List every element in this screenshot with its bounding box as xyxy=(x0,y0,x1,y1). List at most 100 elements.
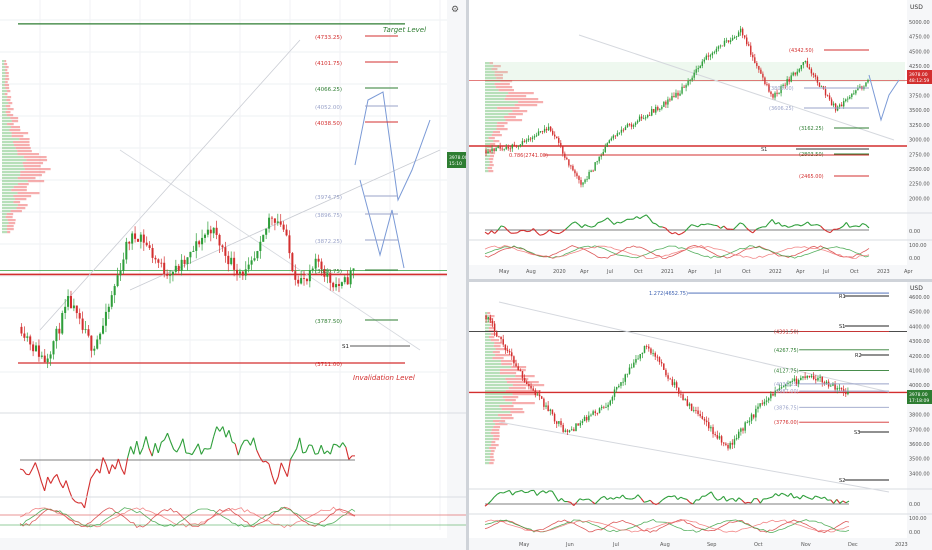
x-tick-label: Aug xyxy=(660,542,670,548)
candle-body xyxy=(742,428,744,431)
macd-line xyxy=(671,495,675,498)
volume-profile-bar xyxy=(485,155,491,158)
volume-profile-bar xyxy=(485,83,495,86)
y-tick-label: 3500.00 xyxy=(909,108,930,114)
candle-body xyxy=(774,390,776,396)
volume-profile-bar xyxy=(485,89,499,92)
chart-panel-bottom-right[interactable]: USD 4600.00 4500.00 4400.00 4300.00 4200.00 41… xyxy=(469,282,932,550)
candle-body xyxy=(731,37,734,41)
volume-profile-bar xyxy=(485,107,498,110)
macd-line xyxy=(634,494,639,499)
macd-line xyxy=(576,498,581,503)
chart-bottom-right[interactable]: USD 4600.00 4500.00 4400.00 4300.00 4200.00 41… xyxy=(469,282,932,550)
volume-profile-bar xyxy=(7,123,14,126)
macd-line xyxy=(490,496,495,502)
x-tick-label: Jul xyxy=(714,269,721,275)
macd-line xyxy=(539,490,544,493)
candle-body xyxy=(815,379,817,381)
rsi-line xyxy=(47,476,52,484)
volume-profile-bar xyxy=(491,429,500,432)
candle-body xyxy=(521,371,524,379)
volume-profile-bar xyxy=(493,140,500,143)
macd-line xyxy=(617,221,621,224)
stochastic-line xyxy=(484,519,850,533)
volume-profile-bar xyxy=(491,444,499,447)
volume-profile-bar xyxy=(485,426,494,429)
rsi-line xyxy=(111,464,116,470)
volume-profile-bar xyxy=(488,158,494,161)
candle-body xyxy=(578,176,580,180)
rsi-line xyxy=(75,501,79,504)
macd-line xyxy=(515,490,519,493)
candle-body xyxy=(236,269,239,274)
chart-panel-left[interactable]: (4733.25) (4101.75) (4066.25) (4052.00) (403… xyxy=(0,0,466,550)
rsi-line xyxy=(302,451,306,454)
candle-body xyxy=(256,251,259,259)
rsi-line xyxy=(265,460,270,465)
macd-line xyxy=(707,491,712,495)
macd-line xyxy=(623,218,628,222)
macd-line xyxy=(565,225,570,230)
volume-profile-bar xyxy=(505,119,523,122)
candle-body xyxy=(752,414,755,418)
level-label: (4391.50) xyxy=(774,330,799,336)
rsi-line xyxy=(348,455,353,460)
rsi-line xyxy=(102,457,107,465)
candle-body xyxy=(710,427,712,429)
chart-top-right[interactable]: USD5000.004750.004500.004250.004000.0037… xyxy=(469,0,932,279)
rsi-line xyxy=(333,443,337,446)
volume-profile-bar xyxy=(493,438,500,441)
volume-profile-bar xyxy=(485,140,494,143)
volume-profile-bar xyxy=(493,426,501,429)
trend-line xyxy=(39,39,301,331)
volume-profile-bar xyxy=(485,387,509,390)
volume-profile-bar xyxy=(6,228,14,231)
candle-body xyxy=(851,93,853,97)
candle-body xyxy=(701,416,704,419)
volume-profile-bar xyxy=(485,113,509,116)
candle-body xyxy=(603,406,605,408)
candle-body xyxy=(802,376,804,378)
chart-left[interactable]: (4733.25) (4101.75) (4066.25) (4052.00) (403… xyxy=(0,0,466,550)
volume-profile-bar xyxy=(488,315,495,318)
level-label: (4267.75) xyxy=(774,348,799,354)
candle-body xyxy=(761,403,764,405)
macd-line xyxy=(771,219,776,225)
candle-body xyxy=(671,95,673,101)
candle-body xyxy=(96,339,99,349)
candle-body xyxy=(521,141,524,145)
rsi-line xyxy=(246,439,251,446)
candle-body xyxy=(712,427,714,435)
volume-profile-bar xyxy=(2,69,6,72)
y-tick-label: 3000.00 xyxy=(909,138,930,144)
y-tick-label: 3500.00 xyxy=(909,457,930,463)
level-label: 1.272(4652.75) xyxy=(649,291,688,297)
x-tick-label: 2023 xyxy=(895,542,908,548)
x-tick-label: Oct xyxy=(634,269,643,275)
volume-profile-bar xyxy=(485,318,489,321)
candle-body xyxy=(93,348,96,351)
volume-profile-bar xyxy=(485,438,494,441)
macd-line xyxy=(588,225,592,228)
candle-body xyxy=(634,122,637,126)
volume-profile-bar xyxy=(4,84,10,87)
y-tick-label: 3600.00 xyxy=(909,442,930,448)
candle-body xyxy=(46,358,49,363)
candle-body xyxy=(511,352,513,357)
candle-body xyxy=(84,329,87,331)
volume-profile-bar xyxy=(2,60,5,63)
macd-line xyxy=(591,501,596,505)
chart-panel-top-right[interactable]: USD5000.004750.004500.004250.004000.0037… xyxy=(469,0,932,279)
volume-profile-bar xyxy=(2,108,8,111)
candle-body xyxy=(493,323,496,333)
candle-body xyxy=(721,45,724,47)
osc-tick: 100.00 xyxy=(909,516,927,522)
candle-body xyxy=(233,257,236,270)
macd-line xyxy=(653,502,657,506)
candle-body xyxy=(806,375,808,378)
volume-profile-bar xyxy=(495,86,513,89)
candle-body xyxy=(598,156,600,162)
macd-line xyxy=(742,223,747,229)
rsi-line xyxy=(210,436,215,449)
macd-line xyxy=(597,221,602,224)
